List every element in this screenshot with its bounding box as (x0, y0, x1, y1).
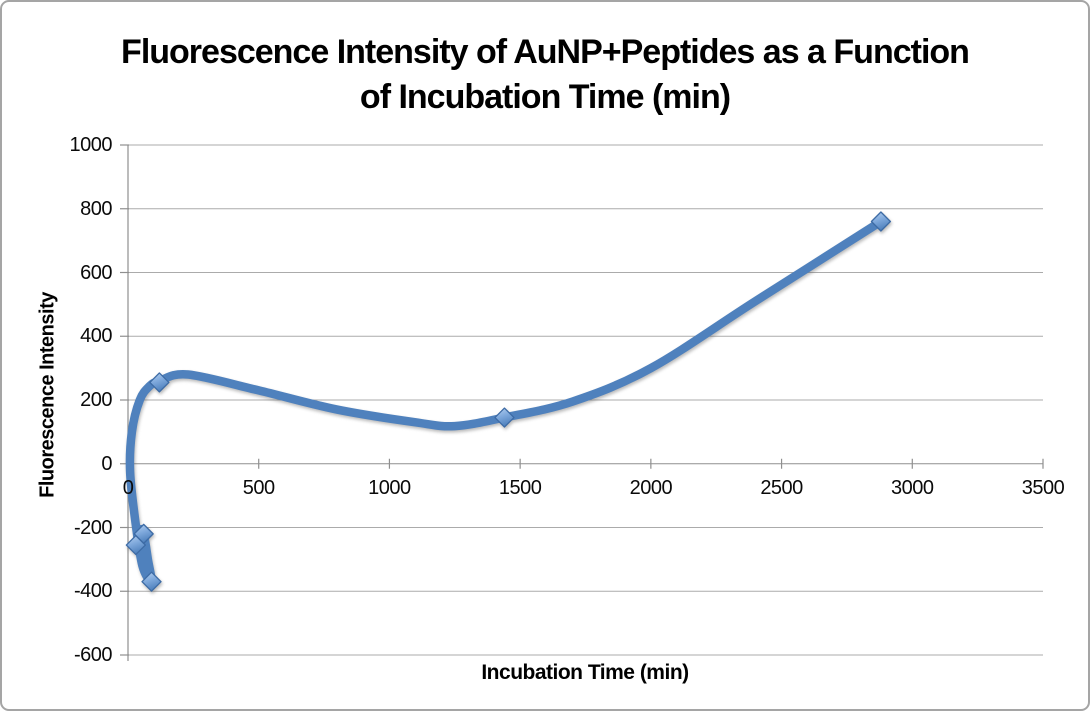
x-tick-label-2500: 2500 (760, 476, 803, 499)
y-tick-label-800: 800 (80, 197, 112, 220)
gridlines (128, 144, 1043, 656)
axis-tick-marks (120, 144, 1044, 656)
data-point-marker-2880 (870, 211, 892, 232)
y-tick-label-200: 200 (80, 389, 112, 411)
y-tick-label-600: 600 (80, 261, 112, 284)
data-point-marker-90 (141, 571, 162, 592)
data-point-marker-60 (133, 523, 154, 545)
chart-title-line1: Fluorescence Intensity of AuNP+Peptides … (121, 33, 970, 71)
y-tick-label--600: -600 (73, 644, 113, 666)
y-tick-label--200: -200 (73, 516, 113, 539)
x-axis-title: Incubation Time (min) (481, 661, 689, 684)
x-tick-label-3000: 3000 (891, 476, 934, 499)
y-tick-label-1000: 1000 (69, 134, 113, 156)
y-tick-label-400: 400 (80, 325, 112, 348)
data-point-marker-1440 (494, 407, 515, 428)
x-tick-label-0: 0 (122, 476, 134, 499)
data-series (125, 211, 892, 592)
x-tick-label-500: 500 (242, 476, 275, 499)
y-tick-label-0: 0 (101, 452, 112, 475)
x-tick-label-2000: 2000 (629, 476, 673, 499)
x-tick-label-1000: 1000 (368, 476, 411, 499)
chart-title-line2: of Incubation Time (min) (359, 78, 731, 116)
x-tick-label-1500: 1500 (498, 476, 542, 499)
chart-title: Fluorescence Intensity of AuNP+Peptides … (2, 30, 1088, 120)
data-point-marker-120 (149, 372, 170, 393)
x-tick-label-3500: 3500 (1021, 476, 1065, 499)
y-tick-label--400: -400 (73, 580, 113, 603)
